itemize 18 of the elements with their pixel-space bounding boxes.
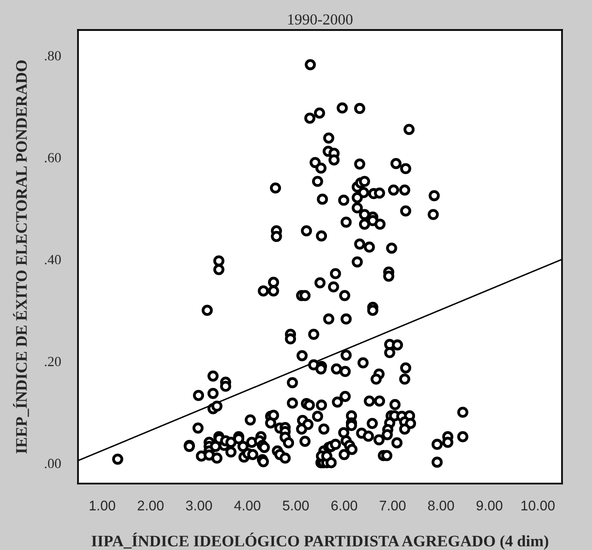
x-tick-label: 1.00: [90, 500, 116, 510]
x-tick-label: 9.00: [476, 500, 502, 510]
x-tick-label: 6.00: [331, 500, 358, 510]
x-tick-label: 5.00: [282, 500, 309, 510]
y-tick-label: .80: [44, 51, 61, 60]
y-tick-label: .20: [44, 356, 61, 366]
y-tick-label: .60: [44, 153, 61, 162]
x-tick-label: 8.00: [428, 500, 454, 510]
x-axis-title: IIPA_ÍNDICE IDEOLÓGICO PARTIDISTA AGREGADO (4 dim): [92, 532, 548, 550]
x-tick-label: 2.00: [138, 500, 164, 510]
chart-title: 1990-2000: [288, 14, 353, 25]
x-tick-label: 10.00: [521, 500, 555, 510]
x-tick-label: 4.00: [234, 500, 260, 510]
y-tick-label: .00: [44, 458, 61, 468]
y-tick-label: .40: [44, 254, 61, 264]
y-axis-title: IEEP_ÍNDICE DE ÉXITO ELECTORAL PONDERADO: [13, 60, 29, 454]
x-tick-label: 3.00: [186, 500, 212, 510]
x-tick-label: 7.00: [380, 500, 406, 510]
